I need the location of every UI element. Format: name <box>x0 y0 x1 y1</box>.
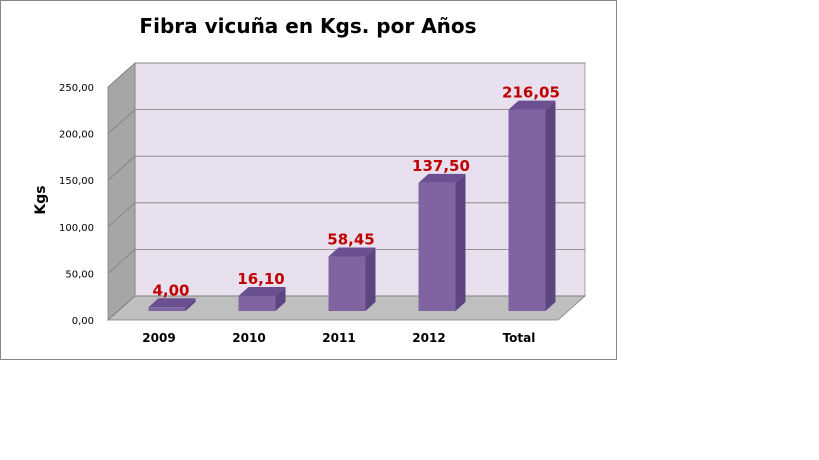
bar <box>328 247 376 311</box>
y-tick-label: 250,00 <box>59 83 94 94</box>
gridline-side <box>107 202 136 228</box>
chart-svg: Fibra vicuña en Kgs. por Años Kgs 0,00 50… <box>0 0 617 360</box>
bar-front <box>148 307 186 311</box>
bar-front <box>418 182 456 311</box>
gridline-side <box>107 249 136 274</box>
side-wall <box>107 62 136 321</box>
bar-top <box>238 286 286 296</box>
x-tick-label: Total <box>503 331 536 345</box>
x-tick-label: 2009 <box>142 331 175 345</box>
x-tick-label: 2011 <box>322 331 355 345</box>
x-tick-label: 2010 <box>232 331 265 345</box>
bar-side <box>365 247 376 311</box>
y-tick-label: 0,00 <box>72 316 94 327</box>
chart-title: Fibra vicuña en Kgs. por Años <box>139 14 476 38</box>
bar <box>418 173 466 311</box>
y-axis-ticks: 0,00 50,00 100,00 150,00 200,00 250,00 <box>59 83 94 327</box>
bar-side <box>185 298 196 311</box>
y-axis-label: Kgs <box>33 185 49 214</box>
bar-side <box>275 286 286 311</box>
gridline-side <box>107 155 136 181</box>
x-tick-label: 2012 <box>412 331 445 345</box>
x-axis-ticks: 2009 2010 2011 2012 Total <box>142 331 535 345</box>
bars <box>148 100 556 311</box>
bar-front <box>508 109 546 311</box>
data-label: 216,05 <box>502 84 560 102</box>
data-label: 4,00 <box>152 281 189 299</box>
bar-top <box>508 100 556 110</box>
bar-top <box>148 298 196 308</box>
bar-front <box>328 256 366 311</box>
gridline-side <box>107 109 136 134</box>
bar <box>148 298 196 311</box>
gridline-side <box>107 295 136 321</box>
y-tick-label: 200,00 <box>59 130 94 141</box>
bar-side <box>545 100 556 311</box>
bar-front <box>238 295 276 311</box>
gridline-side <box>107 62 136 88</box>
bar-top <box>328 247 376 257</box>
data-label: 137,50 <box>412 157 470 175</box>
data-labels: 4,00 16,10 58,45 137,50 216,05 <box>152 84 559 300</box>
y-tick-label: 100,00 <box>59 223 94 234</box>
y-tick-label: 150,00 <box>59 176 94 187</box>
chart-frame: Fibra vicuña en Kgs. por Años Kgs 0,00 50… <box>0 0 617 360</box>
data-label: 58,45 <box>327 231 374 249</box>
bar <box>508 100 556 311</box>
y-tick-label: 50,00 <box>65 269 94 280</box>
data-label: 16,10 <box>237 270 284 288</box>
bar-top <box>418 173 466 183</box>
bar-side <box>455 173 466 311</box>
bar <box>238 286 286 311</box>
